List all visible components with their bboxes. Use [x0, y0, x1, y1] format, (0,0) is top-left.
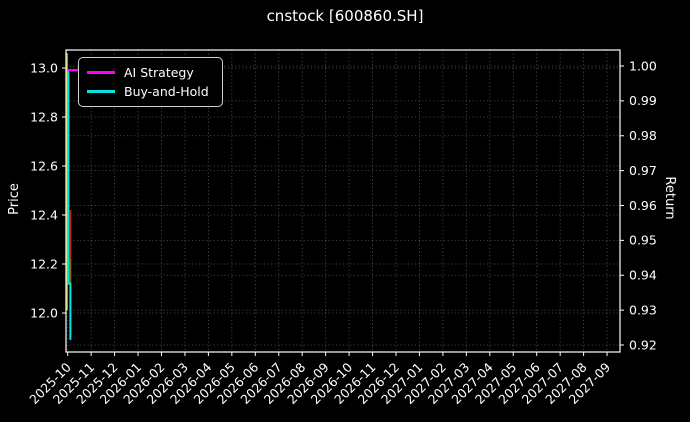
legend-line-sample-magenta [87, 70, 115, 74]
y-tick-label-right: 1.00 [629, 58, 657, 73]
y-tick-label-left: 12.2 [30, 256, 58, 271]
y-tick-label-right: 0.98 [629, 128, 657, 143]
legend-label: Buy-and-Hold [124, 84, 209, 100]
legend-line-sample-cyan [87, 90, 115, 94]
y-tick-label-right: 0.93 [629, 302, 657, 317]
legend-label: AI Strategy [124, 64, 194, 80]
chart-title: cnstock [600860.SH] [266, 7, 424, 25]
y-tick-label-right: 0.96 [629, 198, 657, 213]
y-axis-label-price: Price [7, 183, 22, 215]
y-tick-label-right: 0.92 [629, 337, 657, 352]
legend: AI Strategy Buy-and-Hold [78, 57, 223, 107]
y-tick-label-right: 0.97 [629, 163, 657, 178]
axes-spines [65, 49, 621, 353]
y-tick-label-right: 0.95 [629, 233, 657, 248]
y-axis-label-return: Return [662, 176, 677, 220]
legend-item-buy-and-hold: Buy-and-Hold [87, 84, 214, 99]
y-tick-label-left: 12.4 [30, 207, 58, 222]
y-tick-label-right: 0.94 [629, 268, 657, 283]
y-tick-label-right: 0.99 [629, 93, 657, 108]
y-tick-label-left: 12.0 [30, 305, 58, 320]
y-tick-label-left: 12.8 [30, 109, 58, 124]
series-line-buy-and-hold [67, 70, 72, 340]
y-tick-label-left: 12.6 [30, 158, 58, 173]
y-tick-label-left: 13.0 [30, 60, 58, 75]
legend-item-ai-strategy: AI Strategy [87, 65, 214, 80]
